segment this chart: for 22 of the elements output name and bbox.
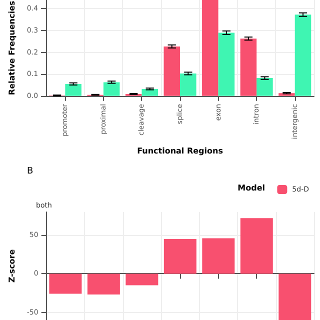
- bar: [202, 0, 218, 96]
- bar: [256, 78, 273, 96]
- bar: [164, 46, 180, 96]
- legend-title: Model: [238, 184, 266, 192]
- y-axis-title: Z-score: [8, 248, 16, 283]
- bar: [164, 239, 196, 274]
- bar: [202, 238, 235, 274]
- bar: [278, 274, 312, 320]
- bar: [180, 73, 196, 96]
- bar: [126, 274, 158, 286]
- y-axis-title: Relative Frequencies: [8, 0, 16, 96]
- bar: [240, 38, 257, 96]
- bar: [49, 274, 82, 294]
- bar: [294, 14, 312, 96]
- bar: [240, 218, 273, 274]
- bar: [142, 88, 158, 96]
- bar: [65, 84, 82, 96]
- bar: [103, 82, 120, 96]
- chart-title: B: [27, 166, 34, 176]
- bar: [87, 274, 120, 295]
- bar: [218, 32, 235, 96]
- x-axis-title: Functional Regions: [137, 146, 224, 156]
